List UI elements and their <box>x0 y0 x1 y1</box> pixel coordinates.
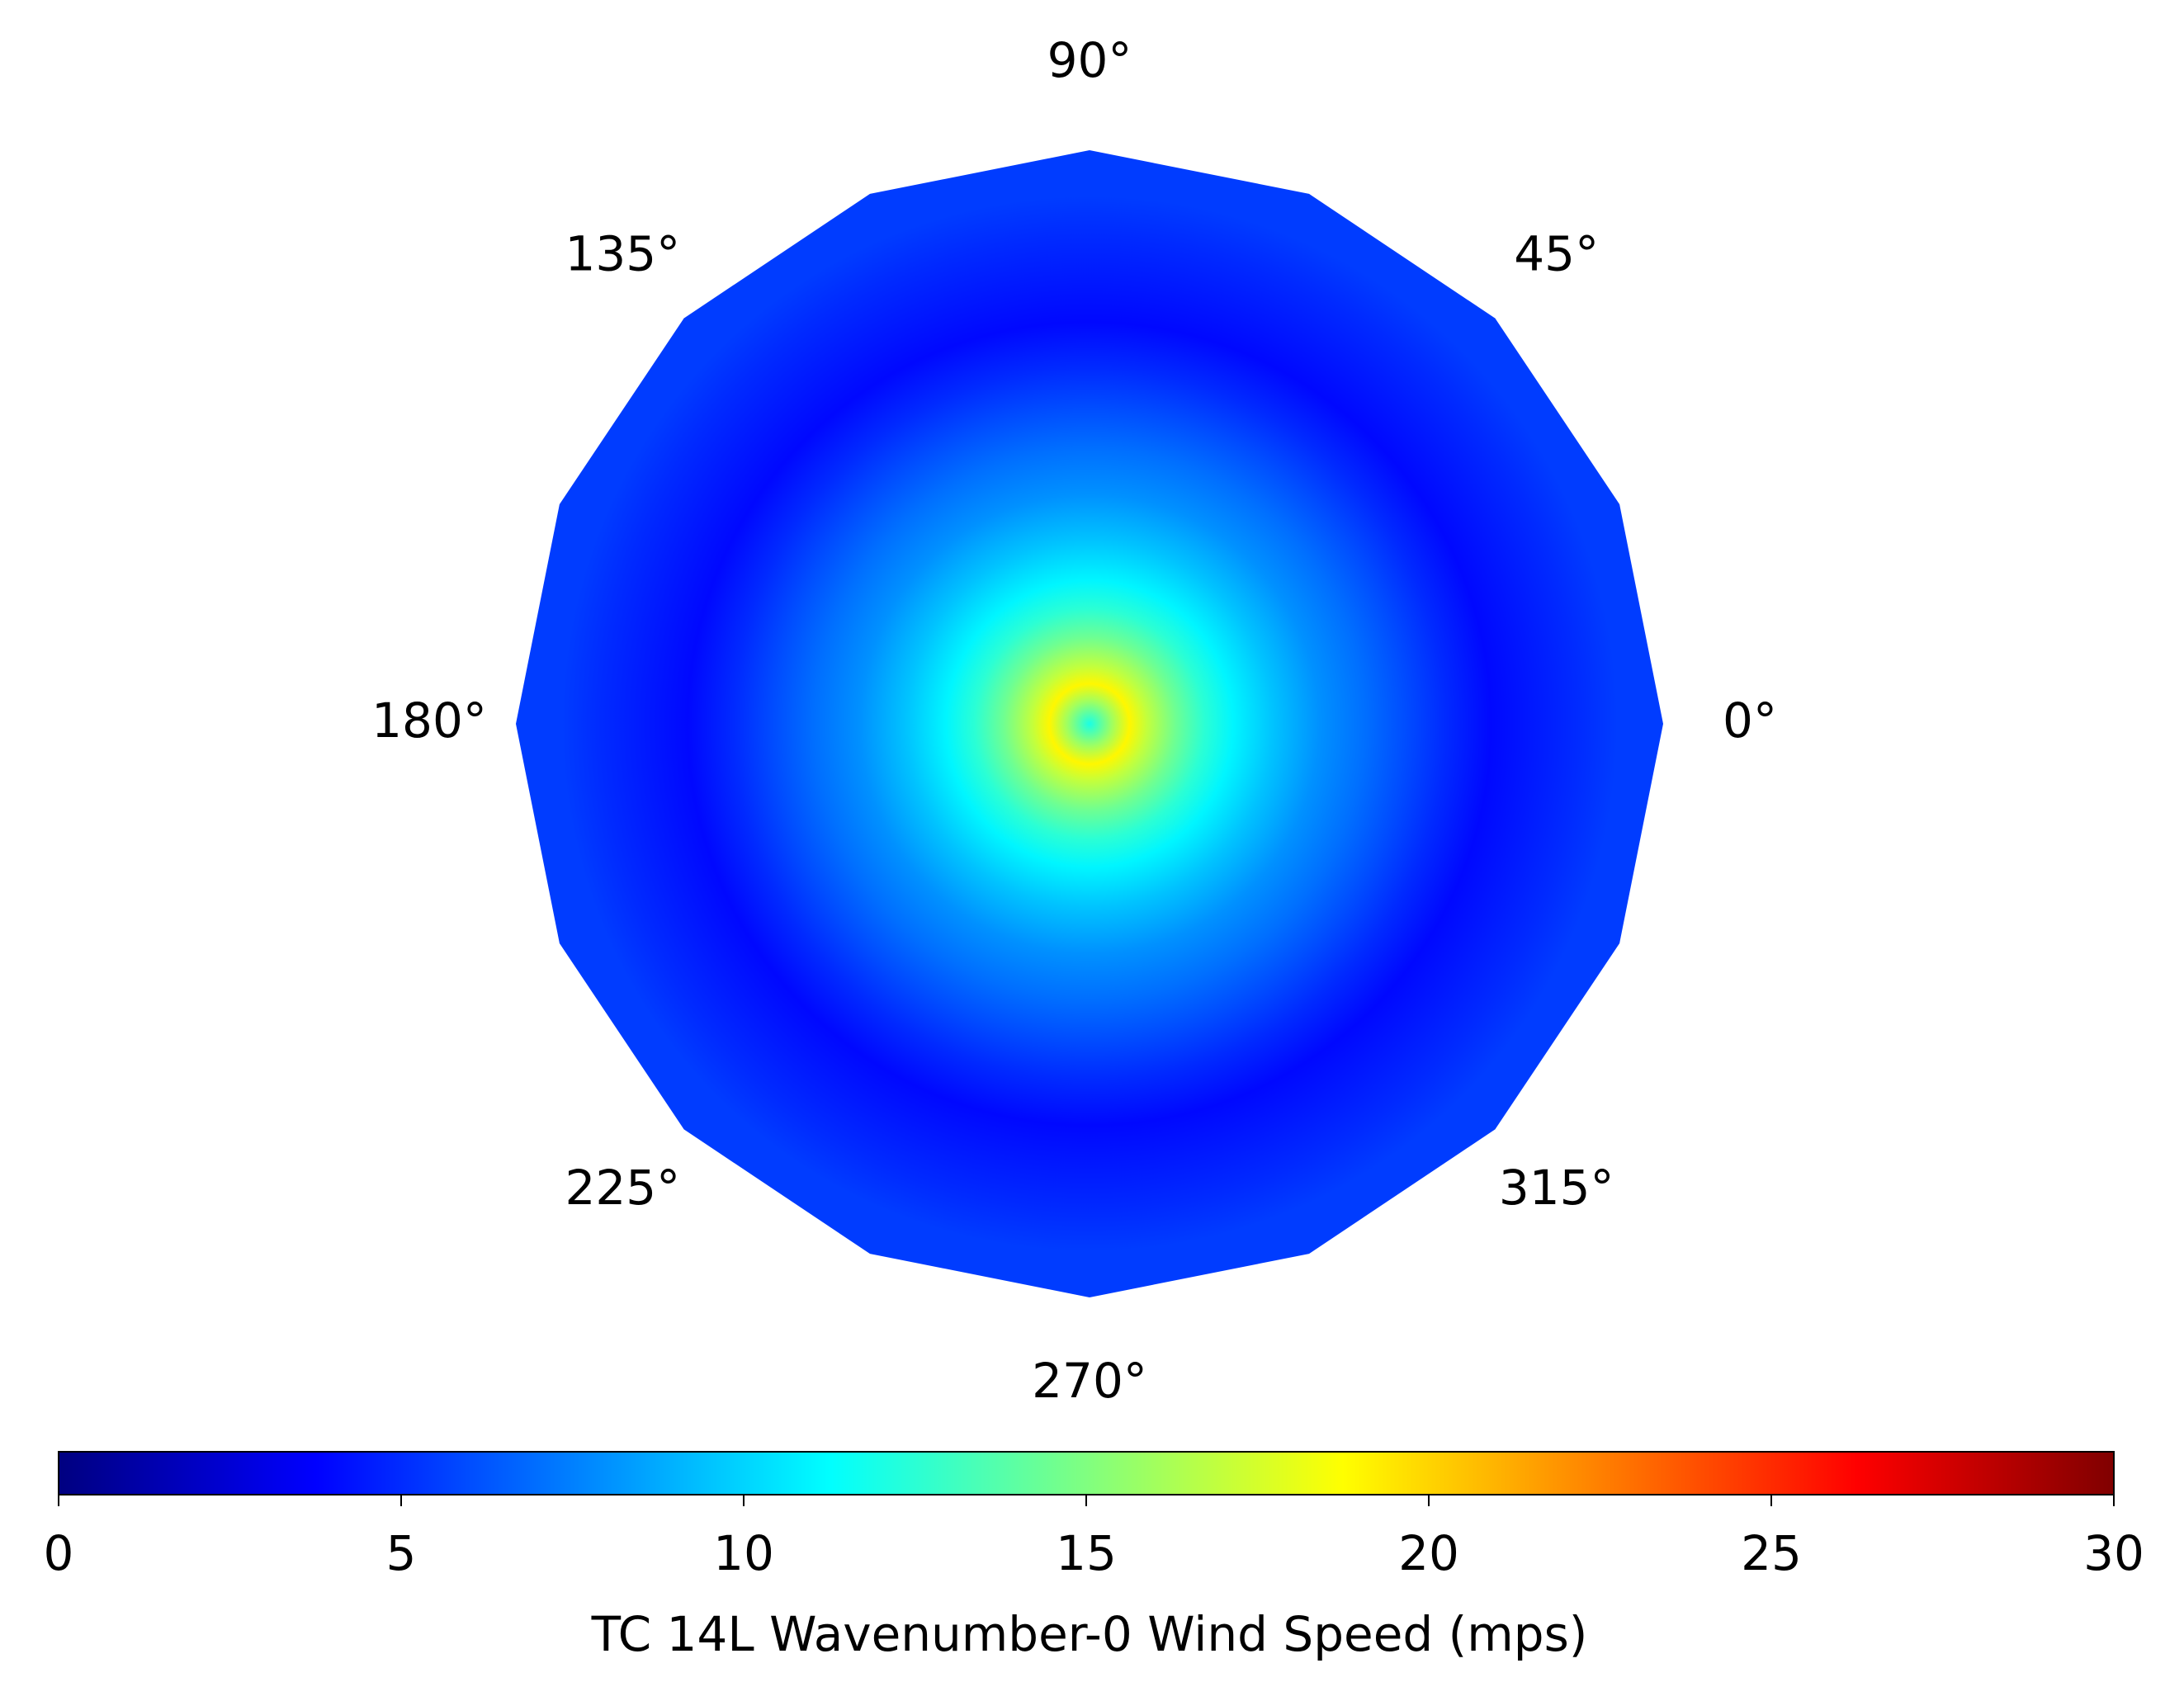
colorbar-tick-label: 30 <box>2083 1525 2144 1581</box>
colorbar-tick-label: 0 <box>44 1525 74 1581</box>
colorbar <box>58 1451 2115 1495</box>
colorbar-tick-label: 20 <box>1398 1525 1459 1581</box>
theta-tick-label: 180° <box>371 692 487 749</box>
theta-tick-label: 0° <box>1723 692 1777 749</box>
polar-field <box>516 150 1663 1297</box>
colorbar-tick-label: 25 <box>1741 1525 1802 1581</box>
theta-tick-label: 90° <box>1047 32 1132 88</box>
theta-tick-label: 225° <box>565 1160 680 1216</box>
theta-tick-label: 270° <box>1032 1353 1147 1409</box>
colorbar-label: TC 14L Wavenumber-0 Wind Speed (mps) <box>591 1606 1588 1662</box>
theta-tick-label: 135° <box>565 225 680 281</box>
theta-tick-label: 45° <box>1514 225 1599 281</box>
colorbar-tick-label: 15 <box>1056 1525 1117 1581</box>
theta-tick-label: 315° <box>1499 1160 1614 1216</box>
colorbar-tick-label: 5 <box>386 1525 417 1581</box>
colorbar-tick-label: 10 <box>713 1525 774 1581</box>
